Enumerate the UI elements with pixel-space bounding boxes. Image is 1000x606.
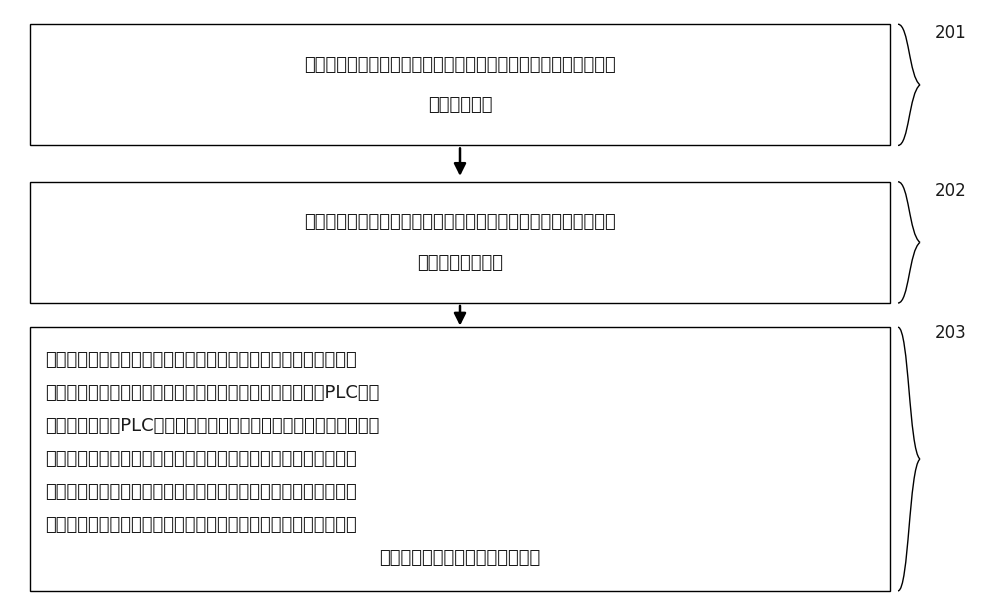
Text: 将所述夹持移载机、所述扣盖机、所述托盘码垛机依次通过所述皮: 将所述夹持移载机、所述扣盖机、所述托盘码垛机依次通过所述皮	[304, 213, 616, 231]
Text: 述托盘码垛机进行扣盖、托盘码垛: 述托盘码垛机进行扣盖、托盘码垛	[379, 549, 541, 567]
Text: 202: 202	[935, 182, 967, 200]
Text: 器连接，在所述PLC控制器的控制下，控制脱硝催化剂挤出坯体在所: 器连接，在所述PLC控制器的控制下，控制脱硝催化剂挤出坯体在所	[45, 417, 379, 435]
Text: 所述扣盖机、所述托盘码垛机、所述皮带传送机分别与所述PLC控制: 所述扣盖机、所述托盘码垛机、所述皮带传送机分别与所述PLC控制	[45, 384, 379, 402]
Text: 201: 201	[935, 24, 967, 42]
Text: 带机进行串接: 带机进行串接	[428, 96, 492, 114]
FancyBboxPatch shape	[30, 24, 890, 145]
Text: 将所述切割机、所述贴膜机、所述夹持移载机、所述加速皮带机、: 将所述切割机、所述贴膜机、所述夹持移载机、所述加速皮带机、	[45, 351, 357, 369]
Text: 化剂挤出坯体在所述皮带传送机的传送下依次利用所述扣盖机、所: 化剂挤出坯体在所述皮带传送机的传送下依次利用所述扣盖机、所	[45, 516, 357, 534]
Text: 持移载机进行切割、贴膜、夹持移载，并控制夹持移载后的脱硝催: 持移载机进行切割、贴膜、夹持移载，并控制夹持移载后的脱硝催	[45, 483, 357, 501]
FancyBboxPatch shape	[30, 182, 890, 303]
Text: 203: 203	[935, 324, 967, 342]
Text: 将所述切割机、所述贴膜机、所述夹持移载机依次通过所述加速皮: 将所述切割机、所述贴膜机、所述夹持移载机依次通过所述加速皮	[304, 56, 616, 74]
Text: 带传送机进行串接: 带传送机进行串接	[417, 253, 503, 271]
Text: 述加速皮带机的传送下依次利用所述切割机、所述贴膜机、所述夹: 述加速皮带机的传送下依次利用所述切割机、所述贴膜机、所述夹	[45, 450, 357, 468]
FancyBboxPatch shape	[30, 327, 890, 591]
